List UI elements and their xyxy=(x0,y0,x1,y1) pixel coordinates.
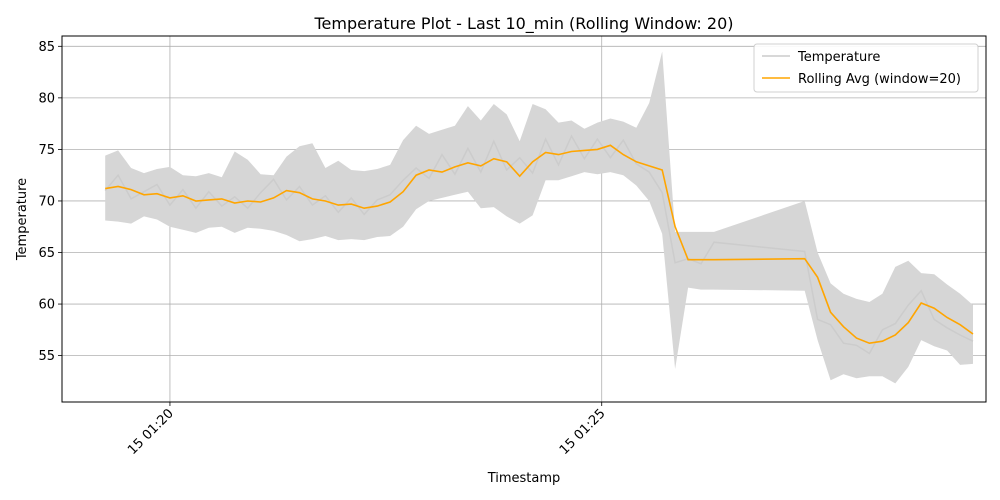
legend: Temperature Rolling Avg (window=20) xyxy=(753,43,979,93)
y-tick-label: 85 xyxy=(38,40,55,55)
plot-area xyxy=(61,35,987,403)
legend-temperature-label: Temperature xyxy=(797,50,880,65)
y-axis-label: Temperature xyxy=(15,178,30,261)
y-tick-label: 70 xyxy=(38,194,55,209)
y-tick-label: 65 xyxy=(38,246,55,261)
y-tick-label: 80 xyxy=(38,91,55,106)
x-axis-label: Timestamp xyxy=(487,471,561,486)
legend-box xyxy=(753,43,979,93)
chart-title: Temperature Plot - Last 10_min (Rolling … xyxy=(313,14,733,34)
legend-rolling-label: Rolling Avg (window=20) xyxy=(798,72,961,87)
y-tick-label: 60 xyxy=(38,298,55,313)
rolling-avg-series-line xyxy=(105,144,974,345)
y-tick-label: 75 xyxy=(38,143,55,158)
rolling-band xyxy=(105,51,973,384)
plot-frame xyxy=(61,35,987,403)
temperature-series-line xyxy=(104,134,974,355)
y-axis: 55 60 65 70 75 80 85 xyxy=(38,40,62,364)
y-tick-label: 55 xyxy=(38,349,55,364)
